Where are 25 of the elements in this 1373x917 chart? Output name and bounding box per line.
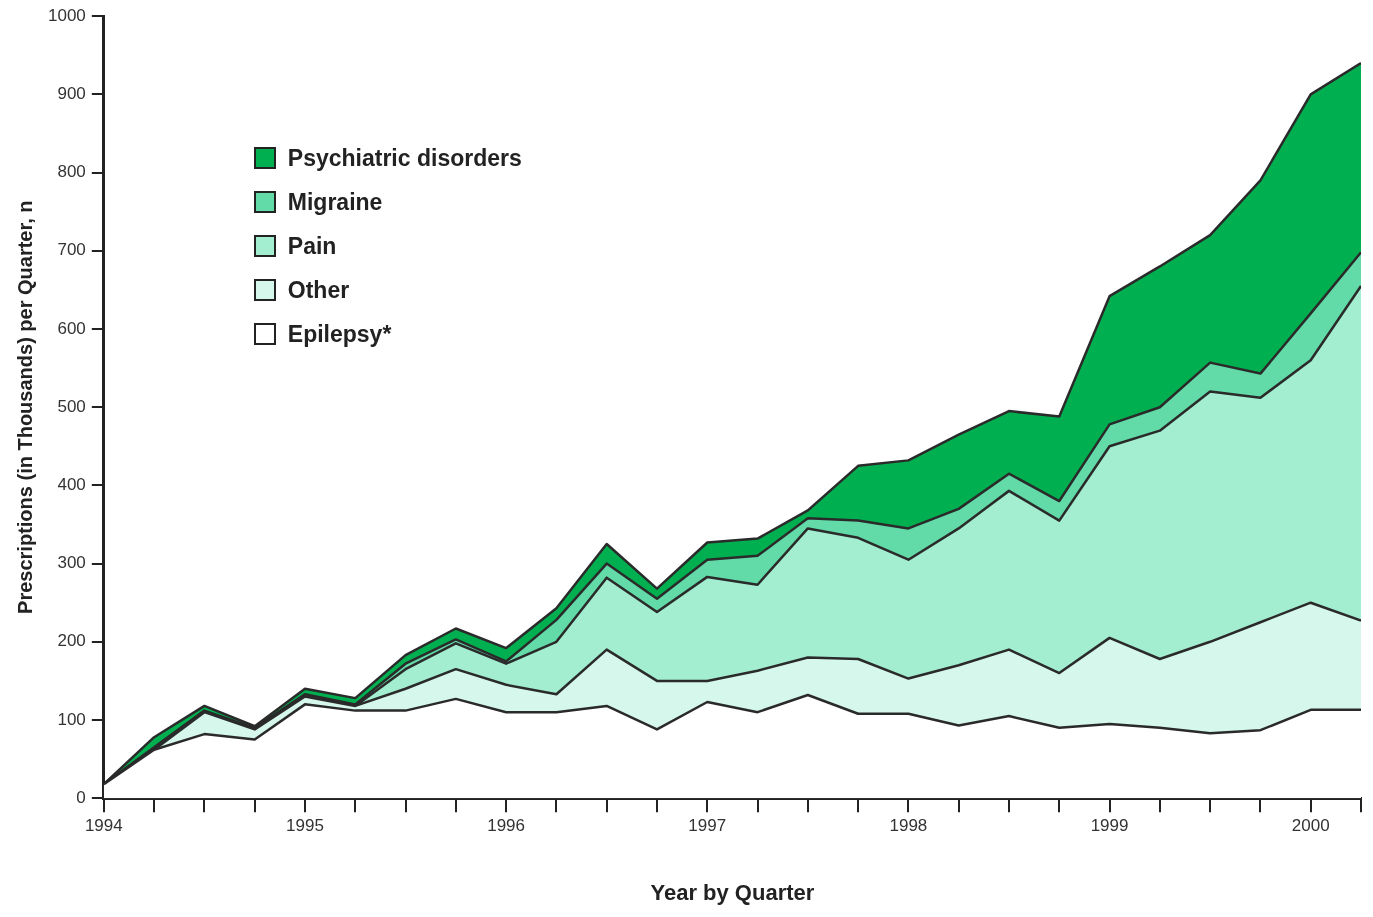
legend-label: Epilepsy*: [287, 320, 392, 348]
x-tick-label: 1999: [1090, 816, 1129, 836]
y-tick-label: 1000: [47, 5, 86, 25]
x-tick-label: 2000: [1291, 816, 1330, 836]
legend-label: Migraine: [287, 188, 383, 216]
x-tick-label: 1998: [889, 816, 928, 836]
y-tick-label: 700: [57, 240, 86, 260]
y-tick-label: 0: [76, 787, 86, 807]
legend-label: Other: [287, 276, 350, 304]
legend-label: Psychiatric disorders: [287, 144, 522, 172]
y-tick-label: 100: [57, 709, 86, 729]
y-axis-title: Prescriptions (in Thousands) per Quarter, n: [13, 200, 36, 614]
y-tick-label: 500: [57, 396, 86, 416]
y-tick-label: 300: [57, 553, 86, 573]
y-tick-label: 200: [57, 631, 86, 651]
x-tick-label: 1996: [487, 816, 526, 836]
legend-label: Pain: [287, 232, 337, 260]
y-tick-label: 600: [57, 318, 86, 338]
x-tick-label: 1995: [286, 816, 324, 836]
y-tick-label: 400: [57, 475, 86, 495]
x-tick-label: 1994: [84, 816, 123, 836]
y-tick-label: 800: [57, 162, 86, 182]
y-tick-label: 900: [57, 84, 86, 104]
x-axis-title: Year by Quarter: [650, 879, 815, 905]
x-tick-label: 1997: [688, 816, 727, 836]
